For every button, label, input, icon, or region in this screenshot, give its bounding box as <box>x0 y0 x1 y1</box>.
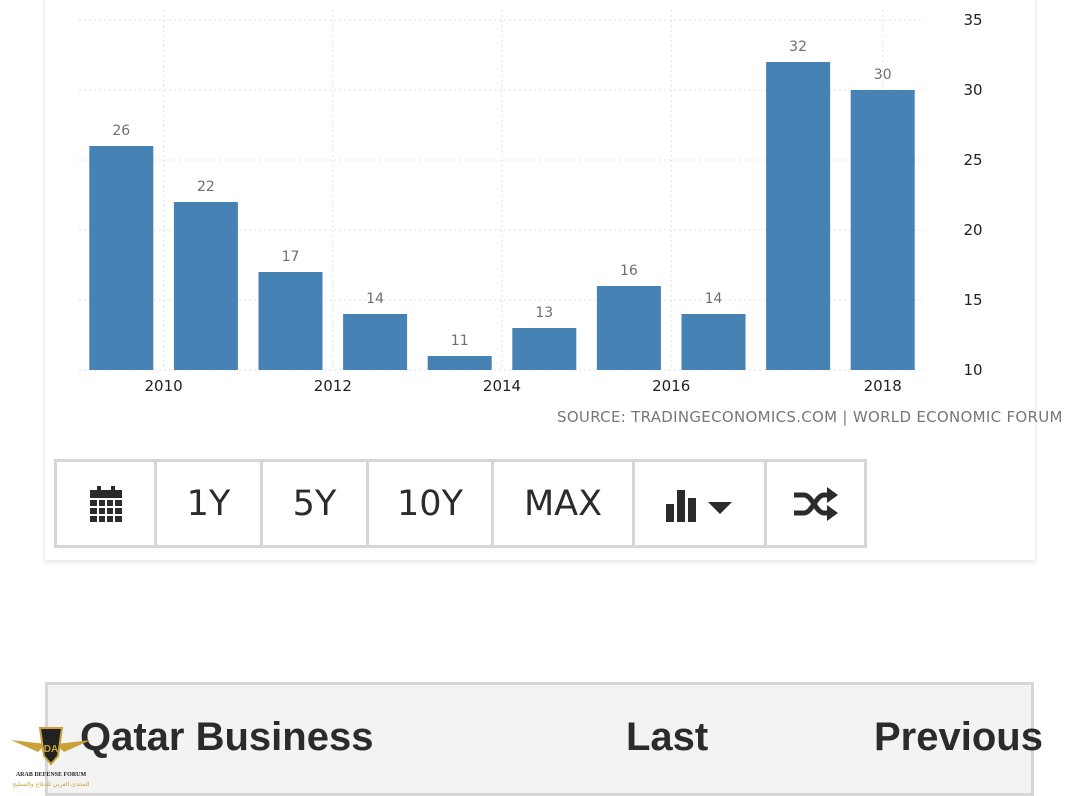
bar-value-label: 26 <box>112 123 130 139</box>
x-tick-label: 2012 <box>314 377 352 395</box>
bar-value-label: 32 <box>789 39 807 55</box>
range-5y-button[interactable]: 5Y <box>263 462 369 545</box>
bar-value-label: 13 <box>535 305 553 321</box>
bar <box>766 62 831 370</box>
y-tick-label: 30 <box>963 81 982 99</box>
range-10y-button[interactable]: 10Y <box>369 462 494 545</box>
col-header-last[interactable]: Last <box>626 715 709 759</box>
bar <box>596 286 661 370</box>
chart-plot: 10 15 20 25 30 35 2010 2012 2014 2016 2018 26 22 17 14… <box>79 10 983 395</box>
y-tick-label: 10 <box>963 361 982 379</box>
watermark-logo: DA ARAB DEFENSE FORUM المنتدى العربي للد… <box>6 722 96 790</box>
col-header-previous[interactable]: Previous <box>874 715 1043 759</box>
bar <box>427 356 492 370</box>
bar-value-label: 30 <box>874 67 892 83</box>
chart-toolbar: 1Y 5Y 10Y MAX <box>54 459 867 548</box>
bar-value-label: 14 <box>705 291 723 307</box>
x-tick-label: 2016 <box>652 377 690 395</box>
bar-value-label: 11 <box>451 333 469 349</box>
bar <box>343 314 408 370</box>
range-1y-button[interactable]: 1Y <box>157 462 263 545</box>
col-header-name[interactable]: Qatar Business <box>80 715 374 759</box>
bar-value-label: 17 <box>282 249 300 265</box>
y-tick-label: 20 <box>963 221 982 239</box>
y-tick-label: 15 <box>963 291 982 309</box>
x-tick-label: 2014 <box>483 377 521 395</box>
svg-text:ARAB DEFENSE FORUM: ARAB DEFENSE FORUM <box>16 772 87 778</box>
date-range-button[interactable] <box>57 462 157 545</box>
bar <box>850 90 915 370</box>
svg-text:المنتدى العربي للدفاع والتسليح: المنتدى العربي للدفاع والتسليح <box>13 781 90 788</box>
bar <box>89 146 154 370</box>
range-max-button[interactable]: MAX <box>494 462 635 545</box>
chart-type-button[interactable] <box>635 462 767 545</box>
bar-value-label: 22 <box>197 179 215 195</box>
bar-value-label: 14 <box>366 291 384 307</box>
calendar-icon <box>89 485 122 522</box>
bar <box>173 202 238 370</box>
bar <box>258 272 323 370</box>
bar-value-label: 16 <box>620 263 638 279</box>
bar <box>681 314 746 370</box>
x-tick-label: 2018 <box>864 377 902 395</box>
y-tick-label: 35 <box>963 11 982 29</box>
bar-chart-dropdown-icon <box>665 489 732 522</box>
x-tick-label: 2010 <box>145 377 183 395</box>
compare-button[interactable] <box>767 462 864 545</box>
shuffle-icon <box>793 486 838 521</box>
bar <box>512 328 577 370</box>
svg-text:DA: DA <box>44 744 58 755</box>
y-tick-label: 25 <box>963 151 982 169</box>
chart-source[interactable]: SOURCE: TRADINGECONOMICS.COM | WORLD ECO… <box>557 408 1063 426</box>
table-header-row: Qatar Business Last Previous <box>45 682 1043 796</box>
